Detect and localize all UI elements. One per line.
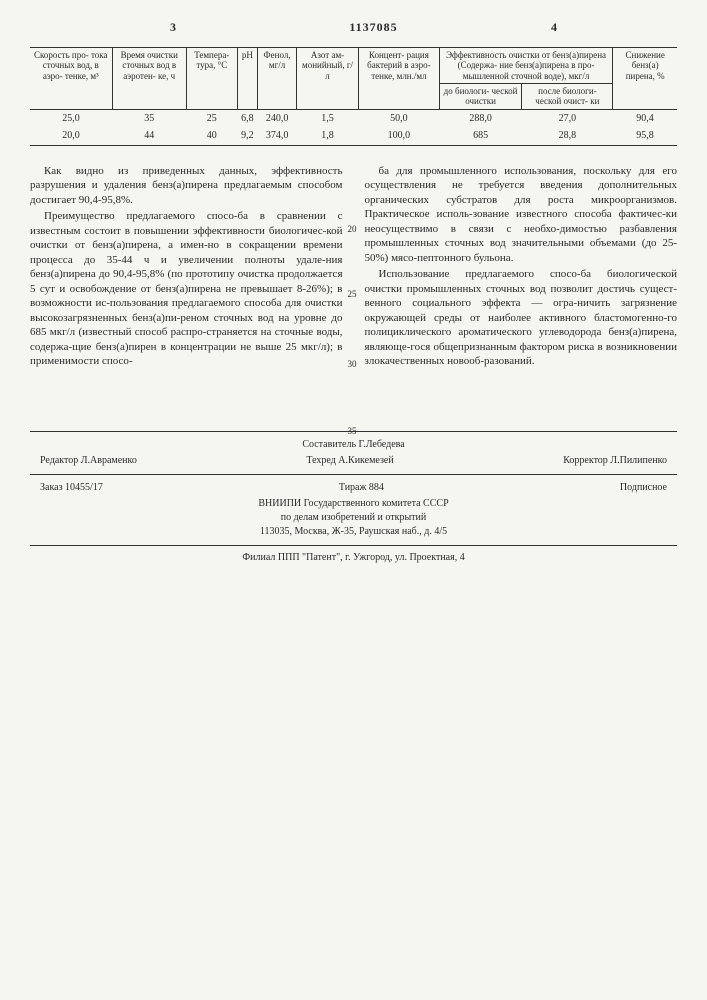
cell: 100,0 — [359, 127, 440, 145]
cell: 28,8 — [522, 127, 613, 145]
cell: 25,0 — [30, 109, 112, 127]
footer-bottom: Филиал ППП "Патент", г. Ужгород, ул. Про… — [30, 552, 677, 563]
sign: Подписное — [620, 481, 667, 495]
paragraph: Как видно из приведенных данных, эффекти… — [30, 164, 343, 208]
cell: 240,0 — [258, 109, 297, 127]
address-1: 113035, Москва, Ж-35, Раушская наб., д. … — [30, 525, 677, 539]
col-phenol: Фенол, мг/л — [258, 48, 297, 110]
editor: Редактор Л.Авраменко — [40, 454, 137, 468]
cell: 50,0 — [359, 109, 440, 127]
corrector: Корректор Л.Пилипенко — [563, 454, 667, 468]
line-number: 35 — [348, 426, 357, 438]
cell: 374,0 — [258, 127, 297, 145]
page-num-left: 3 — [170, 20, 176, 35]
col-nitrogen: Азот ам- монийный, г/л — [297, 48, 359, 110]
col-time: Время очистки сточных вод в аэротен- ке,… — [112, 48, 186, 110]
compiler: Составитель Г.Лебедева — [30, 438, 677, 452]
order-number: Заказ 10455/17 — [40, 481, 103, 495]
cell: 685 — [439, 127, 522, 145]
tirazh: Тираж 884 — [339, 481, 384, 495]
org-line-2: по делам изобретений и открытий — [30, 511, 677, 525]
cell: 44 — [112, 127, 186, 145]
patent-number: 1137085 — [349, 20, 397, 35]
cell: 9,2 — [237, 127, 258, 145]
line-number: 30 — [348, 359, 357, 371]
col-temp: Темпера- тура, °С — [186, 48, 237, 110]
col-reduction: Снижение бенз(a) пирена, % — [613, 48, 677, 110]
cell: 1,5 — [297, 109, 359, 127]
tech-editor: Техред А.Кикемезей — [306, 454, 393, 468]
col-before: до биологи- ческой очистки — [439, 84, 522, 110]
cell: 95,8 — [613, 127, 677, 145]
line-number: 25 — [348, 289, 357, 301]
col-ph: pH — [237, 48, 258, 110]
cell: 25 — [186, 109, 237, 127]
cell: 20,0 — [30, 127, 112, 145]
cell: 1,8 — [297, 127, 359, 145]
body-columns: Как видно из приведенных данных, эффекти… — [30, 164, 677, 371]
left-column: Как видно из приведенных данных, эффекти… — [30, 164, 343, 371]
table-row: 20,0 44 40 9,2 374,0 1,8 100,0 685 28,8 … — [30, 127, 677, 145]
page-header: 3 1137085 4 — [30, 20, 677, 35]
line-number: 20 — [348, 224, 357, 236]
cell: 6,8 — [237, 109, 258, 127]
col-after: после биологи- ческой очист- ки — [522, 84, 613, 110]
cell: 40 — [186, 127, 237, 145]
cell: 288,0 — [439, 109, 522, 127]
footer-block: Составитель Г.Лебедева Редактор Л.Авраме… — [30, 431, 677, 546]
paragraph: Преимущество предлагаемого спосо-ба в ср… — [30, 209, 343, 369]
paragraph: ба для промышленного использования, поск… — [365, 164, 678, 266]
paragraph: Использование предлагаемого спосо-ба био… — [365, 267, 678, 369]
page-num-right: 4 — [551, 20, 557, 35]
table-row: 25,0 35 25 6,8 240,0 1,5 50,0 288,0 27,0… — [30, 109, 677, 127]
org-line-1: ВНИИПИ Государственного комитета СССР — [30, 497, 677, 511]
col-effectiveness: Эффективность очистки от бенз(a)пирена (… — [439, 48, 613, 84]
cell: 27,0 — [522, 109, 613, 127]
col-flow-rate: Скорость про- тока сточных вод, в аэро- … — [30, 48, 112, 110]
data-table: Скорость про- тока сточных вод, в аэро- … — [30, 47, 677, 146]
cell: 90,4 — [613, 109, 677, 127]
cell: 35 — [112, 109, 186, 127]
right-column: ба для промышленного использования, поск… — [365, 164, 678, 371]
col-bacteria: Концент- рация бактерий в аэро- тенке, м… — [359, 48, 440, 110]
